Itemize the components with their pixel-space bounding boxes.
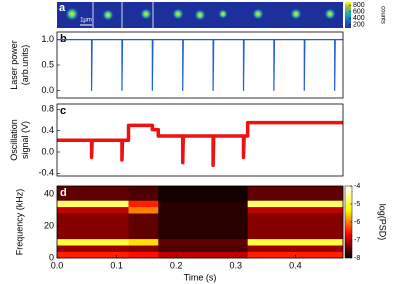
x-tick-label: 0.2 — [170, 260, 183, 270]
heatmap-cell — [247, 251, 344, 259]
heatmap-cell — [158, 200, 248, 208]
x-tick-label: 0.4 — [289, 260, 302, 270]
colorbar-tick-label: -8 — [354, 255, 360, 262]
heatmap-cell — [247, 186, 344, 201]
heatmap-cell — [128, 200, 159, 208]
heatmap-cell — [128, 238, 159, 246]
plot-frame — [56, 103, 344, 177]
heatmap-cell — [57, 206, 129, 214]
y-axis-label: Oscillation — [9, 119, 19, 161]
panel-label: a — [59, 2, 66, 14]
plot-frame — [56, 185, 344, 259]
panel-label: b — [60, 33, 67, 45]
colorbar-label: log(PSD) — [378, 204, 388, 241]
heatmap-cell — [128, 213, 159, 240]
colorbar-tick-label: -4 — [354, 183, 360, 190]
y-tick-label: 0 — [49, 252, 54, 262]
data-line — [57, 120, 343, 168]
colorbar-tick-label: -6 — [354, 219, 360, 226]
heatmap-cell — [247, 245, 344, 252]
heatmap-cell — [158, 213, 248, 240]
heatmap-cell — [57, 245, 129, 252]
heatmap-cell — [57, 238, 129, 246]
colorbar-label: counts — [379, 6, 385, 24]
heatmap-cell — [158, 238, 248, 246]
y-axis-label: (arb.units) — [20, 45, 30, 86]
colorbar-tick-label: 600 — [353, 9, 365, 16]
colorbar-tick-label: 400 — [353, 15, 365, 22]
heatmap-cell — [158, 186, 248, 201]
heatmap-cell — [247, 213, 344, 240]
heatmap-cell — [128, 206, 159, 214]
panel-label: c — [60, 105, 66, 117]
heatmap-cell — [128, 245, 159, 252]
x-axis-label: Time (s) — [184, 272, 217, 282]
y-axis-label: signal (V) — [20, 121, 30, 159]
data-line — [57, 39, 343, 91]
heatmap-cell — [247, 200, 344, 208]
heatmap-cell — [57, 186, 129, 201]
colorbar-tick-label: -5 — [354, 201, 360, 208]
heatmap-cell — [158, 245, 248, 252]
y-axis-label: Frequency (kHz) — [14, 189, 24, 256]
panel-label: d — [60, 187, 67, 199]
y-tick-label: 1.0 — [41, 34, 54, 44]
heatmap-cell — [57, 213, 129, 240]
y-tick-label: -0.4 — [38, 168, 54, 178]
plot-frame — [56, 31, 344, 99]
y-tick-label: 40 — [44, 188, 54, 198]
y-tick-label: 0.4 — [41, 125, 54, 135]
y-tick-label: 0.8 — [41, 104, 54, 114]
y-axis-label: Laser power — [9, 40, 19, 90]
y-tick-label: 0.0 — [41, 85, 54, 95]
heatmap-cell — [57, 251, 129, 259]
x-tick-label: 0.3 — [229, 260, 242, 270]
x-tick-label: 0.1 — [110, 260, 123, 270]
heatmap-cell — [158, 251, 248, 259]
colorbar-tick-label: 800 — [353, 2, 365, 9]
y-tick-label: 0.0 — [41, 146, 54, 156]
scale-bar-label: 1μm — [80, 18, 92, 24]
colorbar-tick-label: 200 — [353, 22, 365, 29]
colorbar — [345, 2, 351, 28]
camera-image — [57, 2, 343, 28]
heatmap-cell — [128, 186, 159, 201]
heatmap-cell — [57, 200, 129, 208]
colorbar-tick-label: -7 — [354, 237, 360, 244]
heatmap-cell — [247, 238, 344, 246]
heatmap-cell — [158, 206, 248, 214]
heatmap-cell — [128, 251, 159, 259]
heatmap-cell — [247, 206, 344, 214]
y-tick-label: 20 — [44, 220, 54, 230]
x-tick-label: 0.0 — [51, 260, 64, 270]
y-tick-label: 0.5 — [41, 59, 54, 69]
